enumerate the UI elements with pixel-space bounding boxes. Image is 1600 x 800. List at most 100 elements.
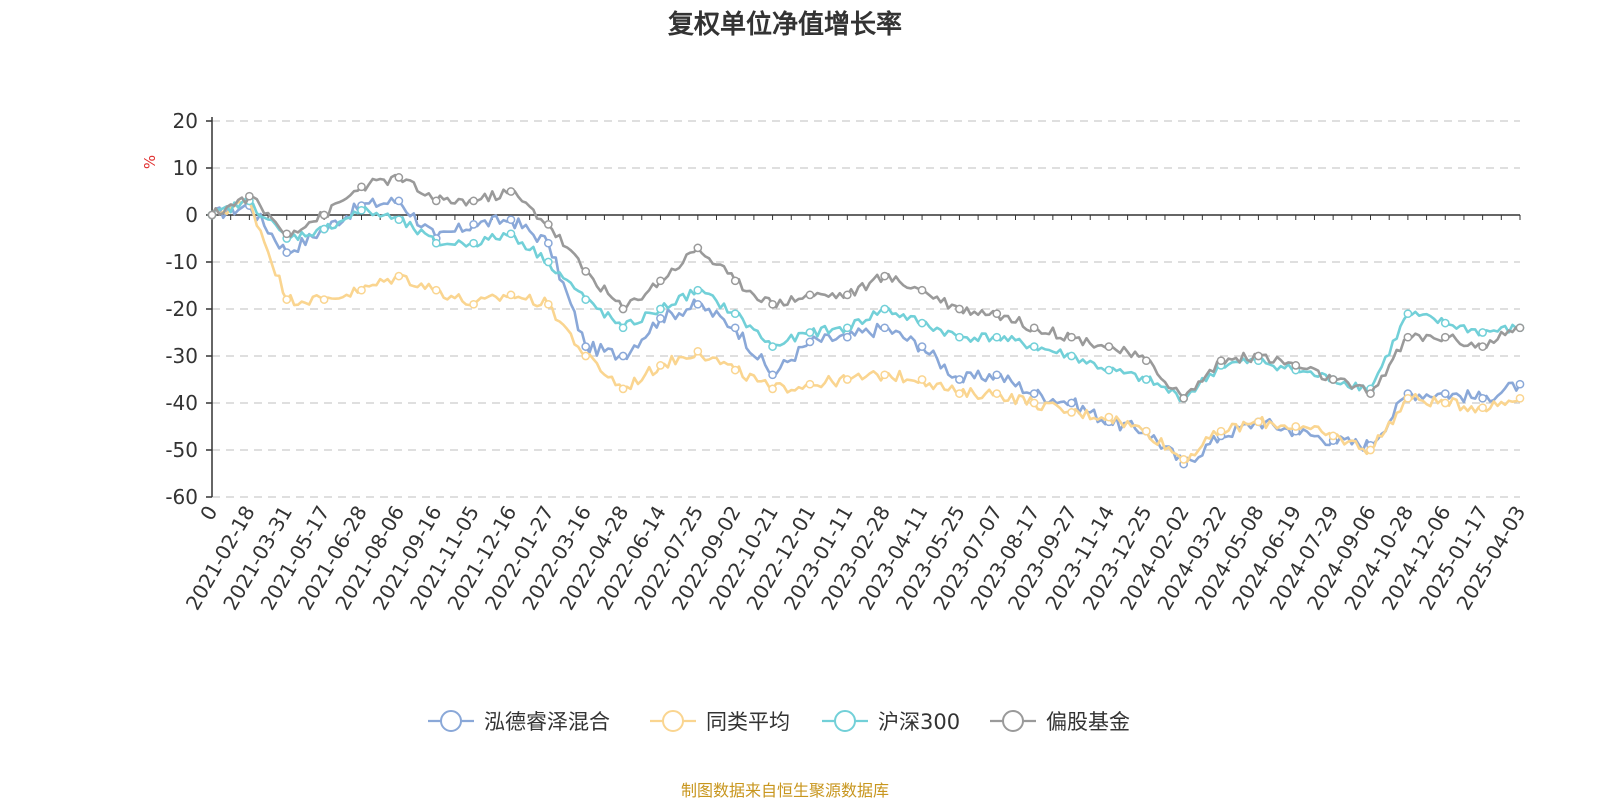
data-point <box>842 375 852 384</box>
chart-title: 复权单位净值增长率 <box>668 9 902 40</box>
data-point <box>618 304 628 314</box>
data-point <box>1067 351 1076 361</box>
data-point <box>992 370 1002 380</box>
data-point <box>917 342 927 351</box>
data-point <box>1254 351 1263 361</box>
data-point <box>917 375 927 384</box>
legend-item[interactable]: 沪深300 <box>822 710 960 734</box>
data-point <box>880 304 890 314</box>
data-point <box>469 196 478 206</box>
data-point <box>1067 332 1076 342</box>
data-point <box>955 375 964 384</box>
data-point <box>1328 375 1338 384</box>
data-point <box>506 229 516 239</box>
data-point <box>1440 332 1450 342</box>
legend-label: 偏股基金 <box>1046 710 1130 734</box>
legend-item[interactable]: 偏股基金 <box>990 710 1130 734</box>
data-point <box>917 318 927 328</box>
data-point <box>394 196 404 206</box>
data-point <box>1104 365 1114 375</box>
data-point <box>955 304 964 314</box>
data-point <box>506 187 516 196</box>
data-point <box>1029 398 1039 408</box>
data-point <box>543 257 553 267</box>
data-point <box>469 220 478 229</box>
y-tick-label: 20 <box>173 109 198 133</box>
legend-marker <box>662 710 684 732</box>
data-point <box>1366 445 1375 455</box>
series-line <box>210 173 1521 400</box>
data-point <box>543 299 553 309</box>
legend-marker <box>440 710 462 732</box>
data-point <box>357 182 366 192</box>
data-point <box>955 332 964 342</box>
data-point <box>1440 398 1450 408</box>
data-point <box>1328 431 1338 441</box>
data-point <box>618 351 628 361</box>
data-point <box>842 332 852 342</box>
data-point <box>1216 356 1226 366</box>
series-line <box>210 198 1521 463</box>
data-point <box>768 370 777 380</box>
data-point <box>469 238 478 248</box>
data-point <box>1515 393 1525 403</box>
data-point <box>1029 342 1039 351</box>
data-point <box>656 361 665 370</box>
legend-item[interactable]: 泓德睿泽混合 <box>428 710 610 734</box>
data-point <box>319 210 329 220</box>
data-point <box>581 342 591 351</box>
data-point <box>1291 361 1301 370</box>
data-point <box>693 285 703 295</box>
data-point <box>805 379 815 389</box>
y-tick-label: 10 <box>173 156 198 180</box>
y-tick-label: -30 <box>165 344 198 368</box>
data-point <box>1179 455 1189 464</box>
data-point <box>207 210 217 220</box>
data-point <box>992 389 1002 398</box>
data-point <box>693 299 703 309</box>
data-point <box>1291 422 1301 431</box>
legend-marker <box>834 710 856 732</box>
data-point <box>1104 342 1114 351</box>
grid-layer <box>212 120 1520 498</box>
data-point <box>1515 379 1525 389</box>
data-point <box>693 243 703 253</box>
y-tick-label: -20 <box>165 297 198 321</box>
series-line <box>210 197 1521 403</box>
legend: 泓德睿泽混合 同类平均 沪深300 偏股基金 <box>428 710 1130 734</box>
data-point <box>618 323 628 333</box>
data-point <box>1179 393 1189 403</box>
series-layer <box>207 173 1525 469</box>
data-point <box>394 173 404 182</box>
data-point <box>1440 318 1450 328</box>
data-point <box>282 248 292 257</box>
y-axis-unit: % <box>141 155 159 169</box>
data-point <box>1067 408 1076 417</box>
data-point <box>656 304 665 314</box>
data-point <box>1440 389 1450 398</box>
data-point <box>730 276 740 286</box>
legend-item[interactable]: 同类平均 <box>650 710 790 734</box>
legend-marker <box>1002 710 1024 732</box>
data-point <box>1141 375 1151 384</box>
y-tick-label: -60 <box>165 485 198 509</box>
data-point <box>842 323 852 333</box>
data-point <box>394 215 404 225</box>
data-point <box>1029 323 1039 333</box>
data-point <box>1478 393 1487 403</box>
data-point <box>431 196 441 206</box>
data-point <box>917 285 927 295</box>
data-point <box>768 299 777 309</box>
data-point <box>1366 389 1375 398</box>
data-point <box>1478 342 1487 351</box>
data-point <box>880 370 890 380</box>
data-point <box>730 309 740 319</box>
data-point <box>656 276 665 286</box>
data-point <box>357 285 366 295</box>
data-point <box>1029 389 1039 398</box>
data-point <box>1104 412 1114 422</box>
y-tick-label: -40 <box>165 391 198 415</box>
data-point <box>842 290 852 300</box>
data-point <box>1403 332 1413 342</box>
data-point <box>1067 398 1076 408</box>
